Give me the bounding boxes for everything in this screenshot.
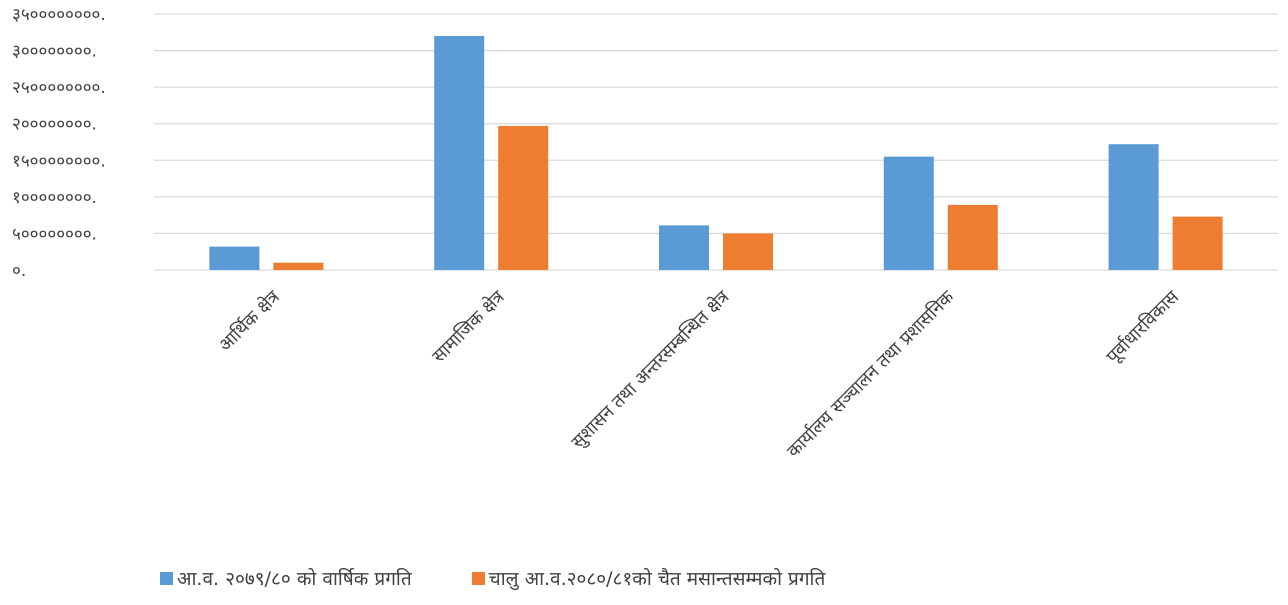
legend-swatch-series-2: [471, 571, 485, 585]
y-tick-label: २५००००००००.: [12, 78, 106, 98]
bar: [1172, 216, 1223, 270]
y-tick-label: ३५००००००००.: [12, 5, 106, 25]
x-tick-label: आर्थिक क्षेत्र: [214, 285, 285, 356]
y-tick-label: ०.: [12, 261, 26, 281]
legend-swatch-series-1: [160, 571, 173, 585]
bar: [498, 125, 549, 270]
legend-item-series-2: चालु आ.व.२०८०/८१को चैत मसान्तसम्मको प्रग…: [471, 565, 826, 591]
bar: [1108, 144, 1159, 270]
y-tick-label: २००००००००.: [12, 115, 97, 135]
y-tick-label: ५००००००००.: [12, 224, 97, 244]
x-tick-label: सुशासन तथा अन्तरसम्बन्धित क्षेत्र: [567, 285, 735, 453]
bar: [723, 233, 773, 270]
y-tick-label: ३००००००००.: [12, 42, 97, 62]
bar: [883, 156, 934, 270]
y-tick-label: १००००००००.: [12, 188, 97, 208]
bar: [209, 246, 260, 270]
x-tick-label: पूर्वाधारविकास: [1102, 285, 1184, 367]
y-tick-label: १५००००००००.: [12, 151, 106, 171]
chart-legend: आ.व. २०७९/८० को वार्षिक प्रगति चालु आ.व.…: [160, 565, 885, 591]
legend-label-series-2: चालु आ.व.२०८०/८१को चैत मसान्तसम्मको प्रग…: [488, 568, 826, 590]
x-tick-label: कार्यालय सञ्चालन तथा प्रशासनिक: [782, 285, 959, 462]
bar: [434, 35, 485, 270]
bar: [659, 225, 709, 270]
legend-label-series-1: आ.व. २०७९/८० को वार्षिक प्रगति: [177, 568, 412, 590]
legend-item-series-1: आ.व. २०७९/८० को वार्षिक प्रगति: [160, 565, 412, 591]
x-tick-label: सामाजिक क्षेत्र: [428, 285, 510, 367]
bar: [273, 262, 324, 270]
bar: [947, 204, 998, 270]
